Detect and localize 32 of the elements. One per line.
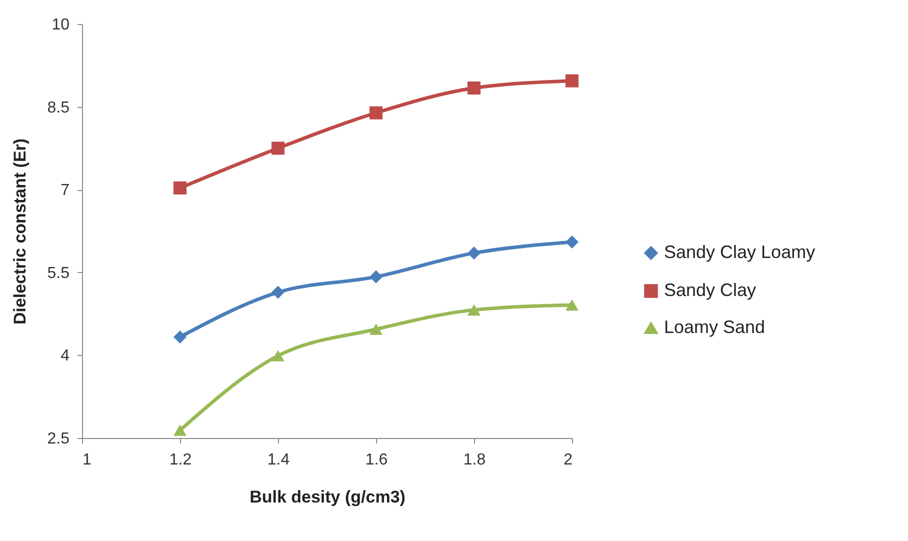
point xyxy=(369,106,383,120)
y-tick-label: 2.5 xyxy=(47,430,70,448)
y-tick-label: 7 xyxy=(60,182,70,200)
point xyxy=(271,286,285,299)
y-tick-label: 8.5 xyxy=(47,99,70,116)
legend-label: Sandy Clay Loamy xyxy=(664,242,816,262)
legend-label: Sandy Clay xyxy=(664,280,756,300)
y-tick-label: 10 xyxy=(52,16,70,34)
point xyxy=(467,304,481,316)
point xyxy=(271,142,285,155)
point xyxy=(173,424,187,436)
y-axis-title: Dielectric constant (Er) xyxy=(10,138,30,325)
point xyxy=(565,74,579,88)
point xyxy=(565,236,579,249)
point xyxy=(467,82,481,95)
y-tick-label: 5.5 xyxy=(47,264,70,282)
point xyxy=(369,270,383,284)
point xyxy=(173,181,187,194)
x-axis-title: Bulk desity (g/cm3) xyxy=(250,488,406,506)
x-tick-label: 1.4 xyxy=(267,452,290,468)
x-tick-label: 1.2 xyxy=(169,452,192,468)
point xyxy=(467,246,481,260)
point xyxy=(173,330,187,344)
x-tick-label: 1.8 xyxy=(463,452,486,468)
point xyxy=(565,299,579,311)
x-tick-label: 1.6 xyxy=(365,452,388,468)
legend-label: Loamy Sand xyxy=(664,317,766,337)
x-tick-label: 1 xyxy=(82,452,92,468)
y-tick-label: 4 xyxy=(60,348,70,365)
x-tick-label: 2 xyxy=(564,452,573,468)
point xyxy=(369,324,383,335)
point xyxy=(271,350,285,362)
